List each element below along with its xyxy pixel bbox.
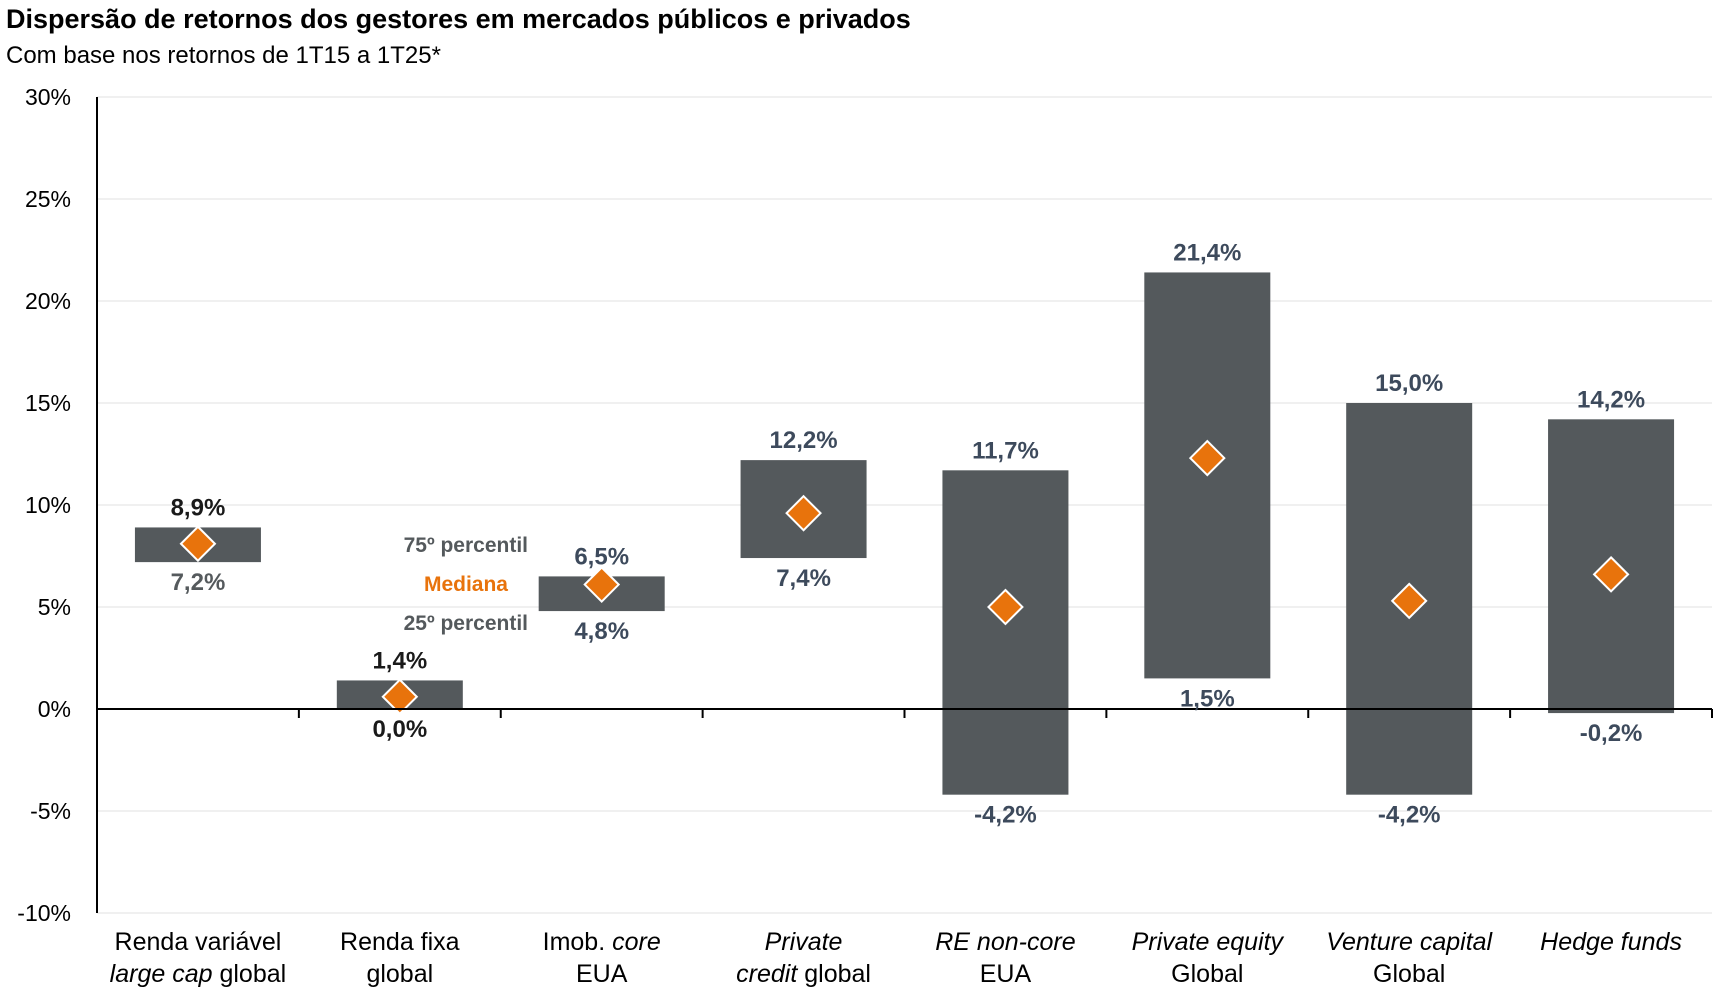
y-tick-label: 0% xyxy=(38,696,71,722)
category-label: Venture capital Global xyxy=(1326,928,1493,988)
chart-subtitle: Com base nos retornos de 1T15 a 1T25* xyxy=(6,42,441,69)
median-marker xyxy=(1390,582,1428,620)
category-label: Hedge funds xyxy=(1540,928,1682,956)
value-labels: 8,9% 7,2% 1,4% 0,0% 6,5% 4,8% 12,2% 7,4% 11,7% -4… xyxy=(171,239,1646,828)
p25-value-label: 0,0% xyxy=(372,716,427,743)
p25-value-label: 7,4% xyxy=(776,565,831,592)
p75-value-label: 12,2% xyxy=(770,427,838,454)
range-bar xyxy=(942,470,1069,795)
median-marker xyxy=(583,566,621,603)
category-label: Private equity Global xyxy=(1132,928,1285,988)
p25-value-label: 4,8% xyxy=(574,618,629,645)
p75-value-label: 21,4% xyxy=(1173,239,1241,266)
p75-value-label: 8,9% xyxy=(171,494,226,521)
y-tick-label: 10% xyxy=(25,492,71,518)
p25-value-label: 1,5% xyxy=(1180,685,1235,712)
chart-title: Dispersão de retornos dos gestores em me… xyxy=(6,4,911,34)
p25-value-label: -4,2% xyxy=(974,802,1037,829)
y-tick-label: 25% xyxy=(25,186,71,212)
y-tick-label: 5% xyxy=(38,594,71,620)
y-tick-label: 15% xyxy=(25,390,71,416)
p75-value-label: 14,2% xyxy=(1577,386,1645,413)
median-marker xyxy=(987,588,1024,626)
median-marker xyxy=(179,525,217,563)
p75-value-label: 6,5% xyxy=(574,543,629,570)
category-label: Imob. core EUA xyxy=(543,928,661,988)
category-label: Private credit global xyxy=(736,928,871,988)
median-marker xyxy=(1188,439,1226,477)
p75-value-label: 11,7% xyxy=(972,437,1039,464)
axes: -10% -5% 0% 5% 10% 15% 20% 25% 30% xyxy=(17,84,1713,926)
p25-value-label: -0,2% xyxy=(1580,720,1643,747)
y-tick-label: 30% xyxy=(25,84,71,110)
p75-value-label: 15,0% xyxy=(1375,370,1443,397)
category-label: Renda variável large cap global xyxy=(110,928,287,988)
median-marker xyxy=(1592,555,1630,593)
legend-p25: 25º percentil xyxy=(404,612,528,635)
category-label: RE non-core EUA xyxy=(935,928,1075,988)
p25-value-label: -4,2% xyxy=(1378,802,1441,829)
inline-legend: 75º percentil Mediana 25º percentil xyxy=(404,534,528,635)
legend-p75: 75º percentil xyxy=(404,534,528,557)
y-tick-label: -10% xyxy=(17,900,71,926)
p25-value-label: 7,2% xyxy=(171,569,226,596)
p75-value-label: 1,4% xyxy=(372,647,427,674)
median-marker xyxy=(381,678,419,716)
y-tick-label: -5% xyxy=(30,798,71,824)
median-marker xyxy=(785,494,822,532)
legend-median: Mediana xyxy=(424,573,508,596)
range-bars xyxy=(134,272,1675,795)
category-labels: Renda variável large cap global Renda fixa… xyxy=(110,928,1682,988)
y-tick-label: 20% xyxy=(25,288,71,314)
category-label: Renda fixa global xyxy=(340,928,460,988)
